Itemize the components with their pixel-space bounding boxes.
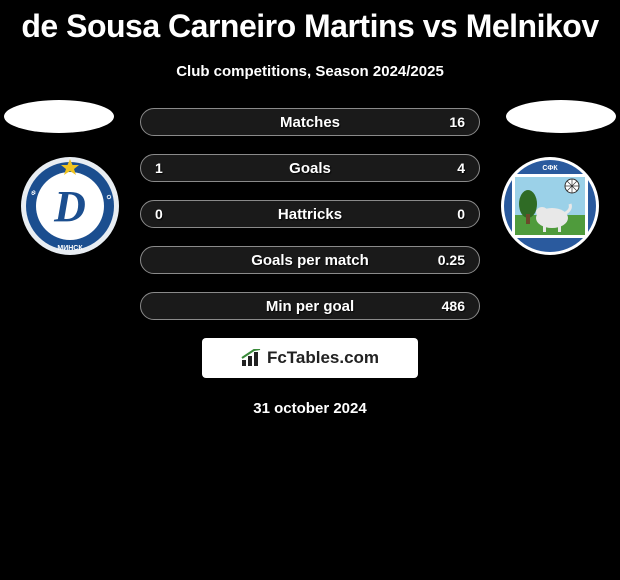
bar-chart-icon [241, 349, 263, 367]
dynamo-badge-icon: D МИНСК Ф О [20, 156, 120, 256]
stat-label: Hattricks [141, 206, 479, 223]
svg-text:D: D [53, 182, 86, 231]
subtitle: Club competitions, Season 2024/2025 [0, 63, 620, 80]
comparison-area: D МИНСК Ф О СФК Matches 1 [0, 108, 620, 417]
stat-right-value: 0 [435, 206, 465, 222]
stat-right-value: 0.25 [435, 252, 465, 268]
logo-label: FcTables.com [267, 348, 379, 368]
stat-right-value: 16 [435, 114, 465, 130]
stat-label: Matches [141, 114, 479, 131]
stat-label: Goals per match [141, 252, 479, 269]
date-text: 31 october 2024 [0, 400, 620, 417]
player-photo-right [506, 100, 616, 133]
fctables-logo[interactable]: FcTables.com [202, 338, 418, 378]
stat-row-goals: 1 Goals 4 [140, 154, 480, 182]
stat-row-matches: Matches 16 [140, 108, 480, 136]
stat-row-goals-per-match: Goals per match 0.25 [140, 246, 480, 274]
stat-row-min-per-goal: Min per goal 486 [140, 292, 480, 320]
stat-right-value: 486 [435, 298, 465, 314]
club-badge-left: D МИНСК Ф О [20, 156, 120, 256]
stat-label: Goals [141, 160, 479, 177]
page-title: de Sousa Carneiro Martins vs Melnikov [0, 0, 620, 45]
stat-right-value: 4 [435, 160, 465, 176]
stats-table: Matches 16 1 Goals 4 0 Hattricks 0 Goals… [140, 108, 480, 320]
slutsk-badge-icon: СФК [500, 156, 600, 256]
logo-text: FcTables.com [241, 348, 379, 368]
svg-text:МИНСК: МИНСК [57, 245, 83, 252]
player-photo-left [4, 100, 114, 133]
club-badge-right: СФК [500, 156, 600, 256]
svg-text:СФК: СФК [542, 165, 558, 172]
stat-label: Min per goal [141, 298, 479, 315]
stat-row-hattricks: 0 Hattricks 0 [140, 200, 480, 228]
